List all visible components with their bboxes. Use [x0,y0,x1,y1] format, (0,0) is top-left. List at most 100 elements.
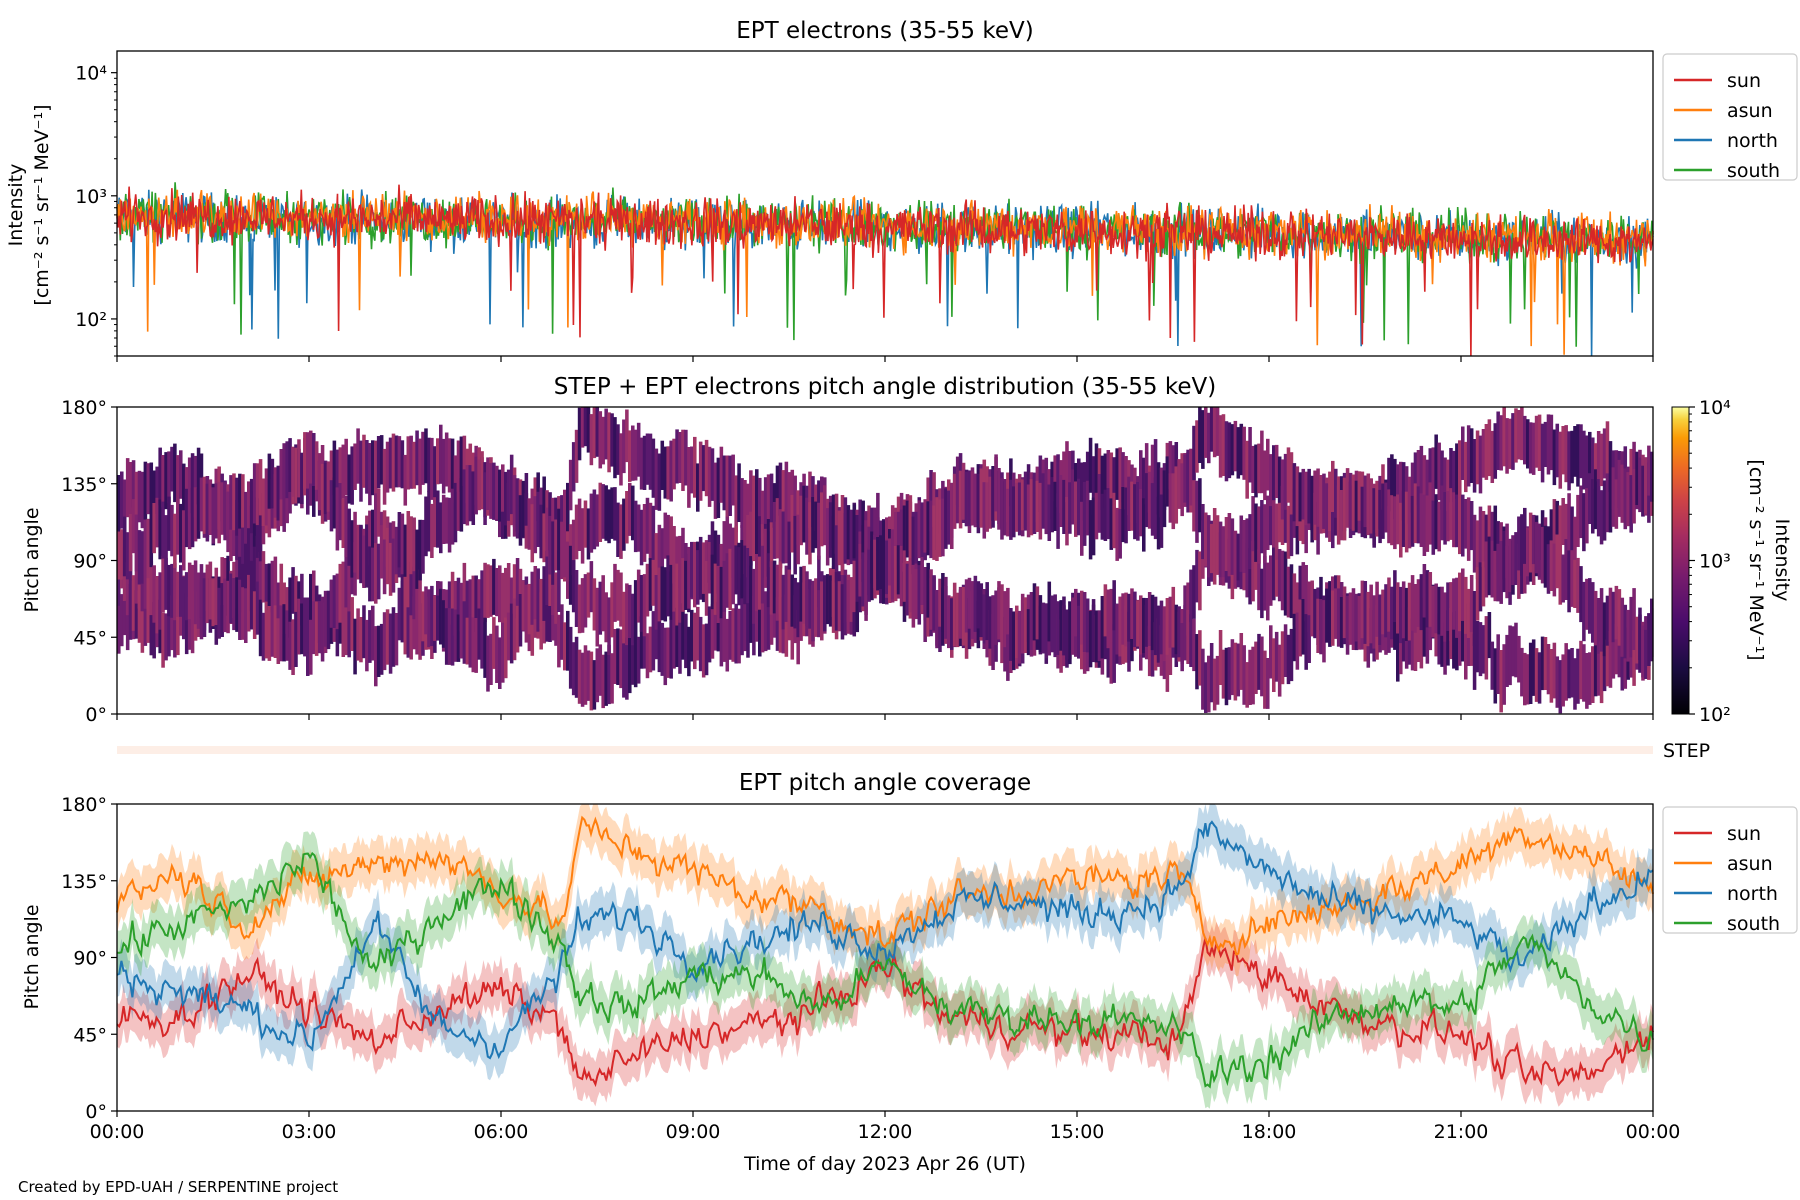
heat-cell [890,536,895,600]
heat-cell [1316,468,1320,527]
ytick-label: 90° [73,948,107,970]
heat-cell [601,575,605,632]
heat-cell [737,608,741,664]
ytick-label: 180° [61,397,107,419]
heat-cell [1127,593,1131,642]
heat-cell [1227,422,1232,479]
heat-cell [140,531,145,584]
heat-cell [645,563,650,617]
heat-cell [696,550,700,605]
heat-cell [1106,450,1111,497]
heat-cell [568,626,573,689]
heat-cell [382,539,387,595]
heat-cell [1088,500,1093,560]
heat-cell [687,626,691,677]
heat-cell [406,436,411,490]
panel2-yticks: 0°45°90°135°180° [61,397,117,726]
heat-cell [1065,441,1069,503]
heat-cell [911,564,916,628]
heat-cell [1611,591,1616,643]
heat-cell [1567,649,1571,699]
heat-cell [979,583,984,638]
heat-cell [403,454,408,506]
heat-cell [793,577,797,629]
heat-cell [1452,612,1456,669]
heat-cell [964,579,969,633]
heat-cell [1198,551,1202,611]
heat-cell [1304,565,1308,622]
heat-cell [1570,648,1574,698]
heat-cell [1469,575,1474,633]
heat-cell [527,583,532,635]
heat-cell [1505,634,1509,687]
heat-cell [563,489,567,545]
heat-cell [828,575,833,627]
heat-cell [1094,492,1099,540]
heat-cell [193,560,198,625]
heat-cell [1195,480,1199,543]
heat-cell [944,488,948,549]
heat-cell [722,521,727,569]
heat-cell [929,500,933,559]
heat-cell [722,455,727,511]
heat-cell [574,636,579,698]
heat-cell [134,471,139,523]
heat-cell [1422,494,1427,556]
heat-cell [1593,640,1598,697]
heat-cell [932,505,936,560]
heat-cell [769,522,774,568]
colorbar-label-line2: [cm⁻² s⁻¹ sr⁻¹ MeV⁻¹] [1745,459,1767,660]
heat-cell [421,519,425,574]
heat-cell [704,561,709,616]
heat-cell [489,633,493,685]
heat-cell [1437,586,1441,635]
heat-cell [397,436,402,488]
heat-cell [1629,596,1633,658]
heat-cell [654,533,659,580]
heat-cell [1546,414,1551,475]
heat-cell [758,556,762,610]
heat-cell [424,586,428,635]
heat-cell [843,575,848,636]
heat-cell [716,457,721,518]
heat-cell [1487,536,1492,596]
heat-cell [1177,459,1181,509]
heat-cell [241,474,245,528]
heat-cell [763,591,768,652]
heat-cell [1511,535,1515,585]
heat-cell [1576,648,1580,704]
heat-cell [208,479,213,535]
heat-cell [459,478,464,532]
heat-cell [1328,471,1332,531]
heat-cell [444,608,449,665]
heat-cell [1641,625,1645,678]
heat-cell [941,573,945,632]
heat-cell [997,468,1001,530]
heat-cell [1413,584,1418,633]
heat-cell [574,429,579,483]
heat-cell [193,487,198,542]
heat-cell [459,605,464,659]
heat-cell [1139,595,1143,655]
heat-cell [577,498,582,551]
heat-cell [704,439,709,497]
heat-cell [1478,506,1483,568]
heat-cell [1245,662,1249,708]
panel1-xticks [116,356,1654,362]
heat-cell [439,502,443,554]
series-line-asun [116,815,1654,956]
heat-cell [317,601,322,654]
heat-cell [1360,486,1365,538]
heat-cell [374,493,378,553]
heat-cell [1552,499,1557,555]
heat-cell [749,589,753,643]
heat-cell [639,575,644,632]
heat-cell [654,608,659,660]
heat-cell [586,508,591,560]
heat-cell [566,482,570,541]
heat-cell [837,510,842,566]
heat-cell [199,477,204,532]
heat-cell [247,574,251,632]
